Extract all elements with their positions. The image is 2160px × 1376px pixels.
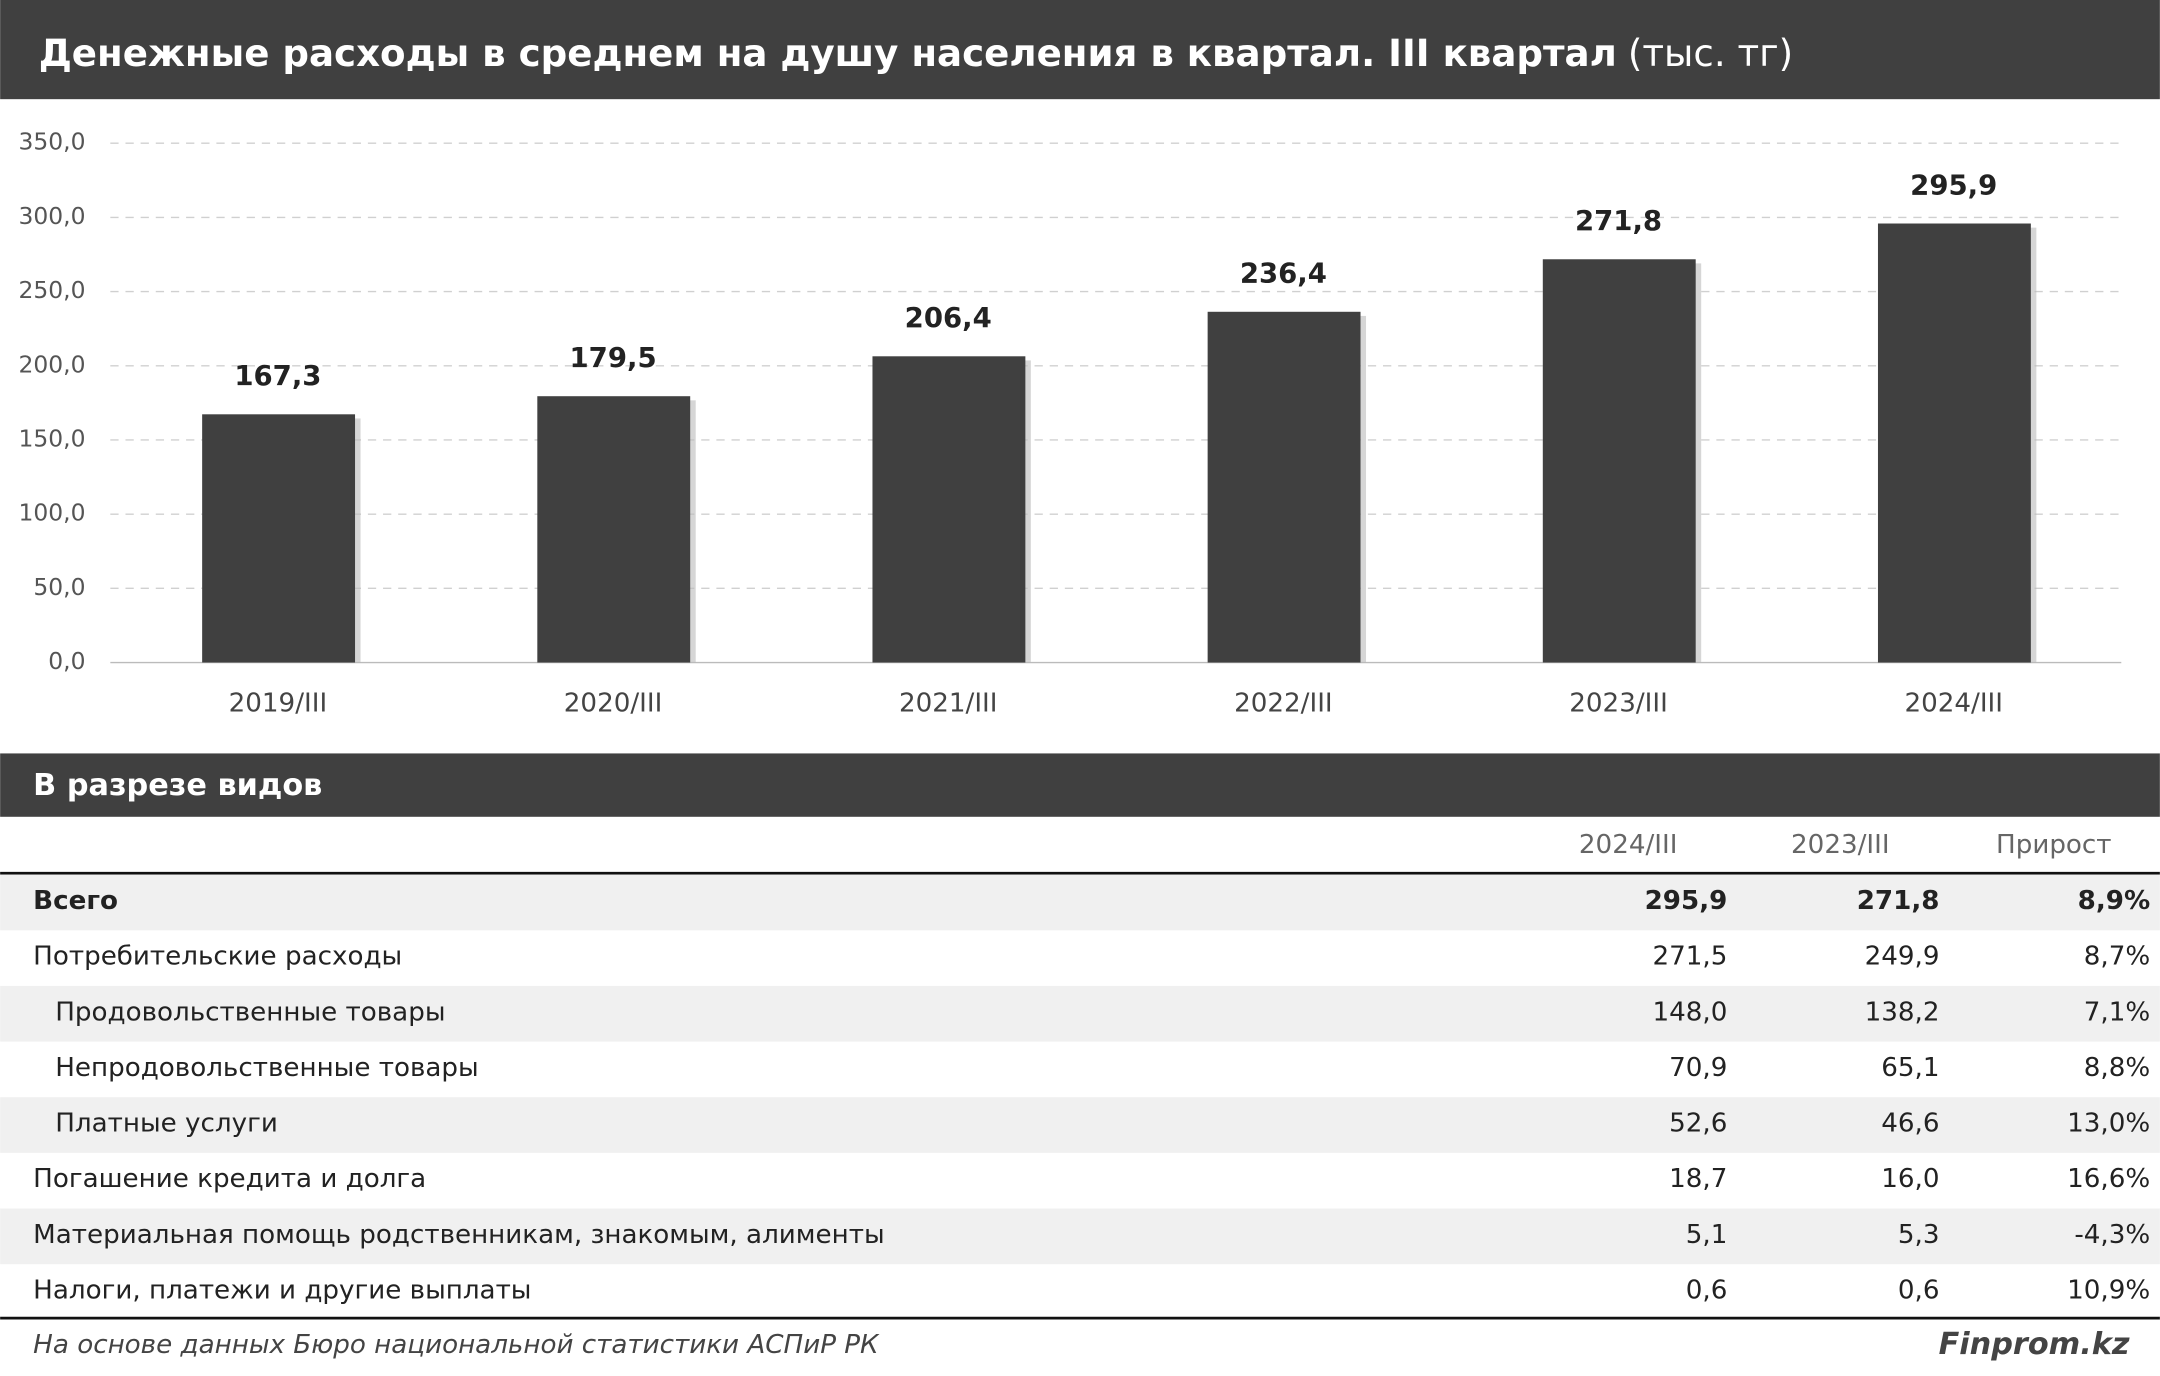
chart-title: Денежные расходы в среднем на душу насел… bbox=[39, 31, 1793, 75]
cell: 271,8 bbox=[1857, 886, 1940, 916]
y-tick-label: 250,0 bbox=[19, 276, 86, 304]
y-tick-label: 100,0 bbox=[19, 499, 86, 527]
cell: 5,3 bbox=[1898, 1220, 1940, 1250]
table-body: 2024/III 2023/III Прирост Всего 295,9 271,8 8,… bbox=[0, 830, 2160, 1306]
column-header: 2023/III bbox=[1791, 830, 1890, 860]
cell: 8,8% bbox=[2084, 1053, 2150, 1083]
value-label: 179,5 bbox=[570, 342, 657, 374]
value-label: 295,9 bbox=[1910, 169, 1997, 201]
y-tick-label: 0,0 bbox=[48, 647, 85, 675]
cell: 46,6 bbox=[1881, 1109, 1939, 1139]
cell: 16,6% bbox=[2067, 1164, 2150, 1194]
y-tick-label: 350,0 bbox=[19, 128, 86, 156]
bar bbox=[1542, 259, 1696, 663]
cell: 13,0% bbox=[2067, 1109, 2150, 1139]
value-label: 206,4 bbox=[905, 302, 992, 334]
cell: 148,0 bbox=[1652, 997, 1727, 1027]
cell: 65,1 bbox=[1881, 1053, 1939, 1083]
row-label: Платные услуги bbox=[55, 1109, 278, 1139]
cell: 7,1% bbox=[2084, 997, 2150, 1027]
cell: 52,6 bbox=[1669, 1109, 1727, 1139]
row-label: Материальная помощь родственникам, знако… bbox=[33, 1220, 884, 1250]
row-band bbox=[0, 1097, 2160, 1153]
y-tick-label: 300,0 bbox=[19, 202, 86, 230]
row-label: Непродовольственные товары bbox=[55, 1053, 478, 1083]
cell: 5,1 bbox=[1686, 1220, 1728, 1250]
y-tick-label: 200,0 bbox=[19, 350, 86, 378]
bar bbox=[1877, 223, 2031, 663]
cell: 70,9 bbox=[1669, 1053, 1727, 1083]
x-tick-label: 2020/III bbox=[564, 688, 663, 718]
source: На основе данных Бюро национальной стати… bbox=[33, 1330, 880, 1360]
brand: Finprom.kz bbox=[1939, 1327, 2130, 1362]
x-tick-label: 2024/III bbox=[1904, 688, 2003, 718]
x-tick-label: 2023/III bbox=[1569, 688, 1668, 718]
cell: 0,6 bbox=[1898, 1276, 1940, 1306]
title-main: Денежные расходы в среднем на душу насел… bbox=[39, 31, 1617, 75]
cell: 18,7 bbox=[1669, 1164, 1727, 1194]
cell: 295,9 bbox=[1645, 886, 1728, 916]
y-tick-label: 50,0 bbox=[33, 573, 85, 601]
x-tick-label: 2022/III bbox=[1234, 688, 1333, 718]
column-header: 2024/III bbox=[1579, 830, 1678, 860]
row-label: Потребительские расходы bbox=[33, 942, 402, 972]
y-tick-label: 150,0 bbox=[19, 424, 86, 452]
section-title: В разрезе видов bbox=[33, 768, 322, 803]
value-label: 236,4 bbox=[1240, 258, 1327, 290]
bar bbox=[872, 356, 1026, 663]
column-header: Прирост bbox=[1996, 830, 2112, 860]
title-unit: (тыс. тг) bbox=[1628, 31, 1793, 75]
cell: 10,9% bbox=[2067, 1276, 2150, 1306]
row-label: Всего bbox=[33, 886, 118, 916]
cell: 8,9% bbox=[2078, 886, 2151, 916]
x-tick-label: 2021/III bbox=[899, 688, 998, 718]
row-band bbox=[0, 874, 2160, 931]
row-label: Налоги, платежи и другие выплаты bbox=[33, 1276, 531, 1306]
cell: 8,7% bbox=[2084, 942, 2150, 972]
value-label: 167,3 bbox=[234, 360, 321, 392]
cell: 16,0 bbox=[1881, 1164, 1939, 1194]
row-band bbox=[0, 985, 2160, 1042]
cell: 138,2 bbox=[1865, 997, 1940, 1027]
section-bar bbox=[0, 753, 2160, 817]
cell: 249,9 bbox=[1865, 942, 1940, 972]
header-bar bbox=[0, 0, 2160, 100]
bar bbox=[537, 396, 691, 663]
row-label: Погашение кредита и долга bbox=[33, 1164, 426, 1194]
bar bbox=[1207, 311, 1361, 663]
row-band bbox=[0, 1208, 2160, 1265]
cell: -4,3% bbox=[2074, 1220, 2150, 1250]
bar bbox=[202, 414, 356, 663]
cell: 0,6 bbox=[1686, 1276, 1728, 1306]
x-tick-label: 2019/III bbox=[229, 688, 328, 718]
row-label: Продовольственные товары bbox=[55, 997, 445, 1027]
cell: 271,5 bbox=[1652, 942, 1727, 972]
value-label: 271,8 bbox=[1575, 205, 1662, 237]
